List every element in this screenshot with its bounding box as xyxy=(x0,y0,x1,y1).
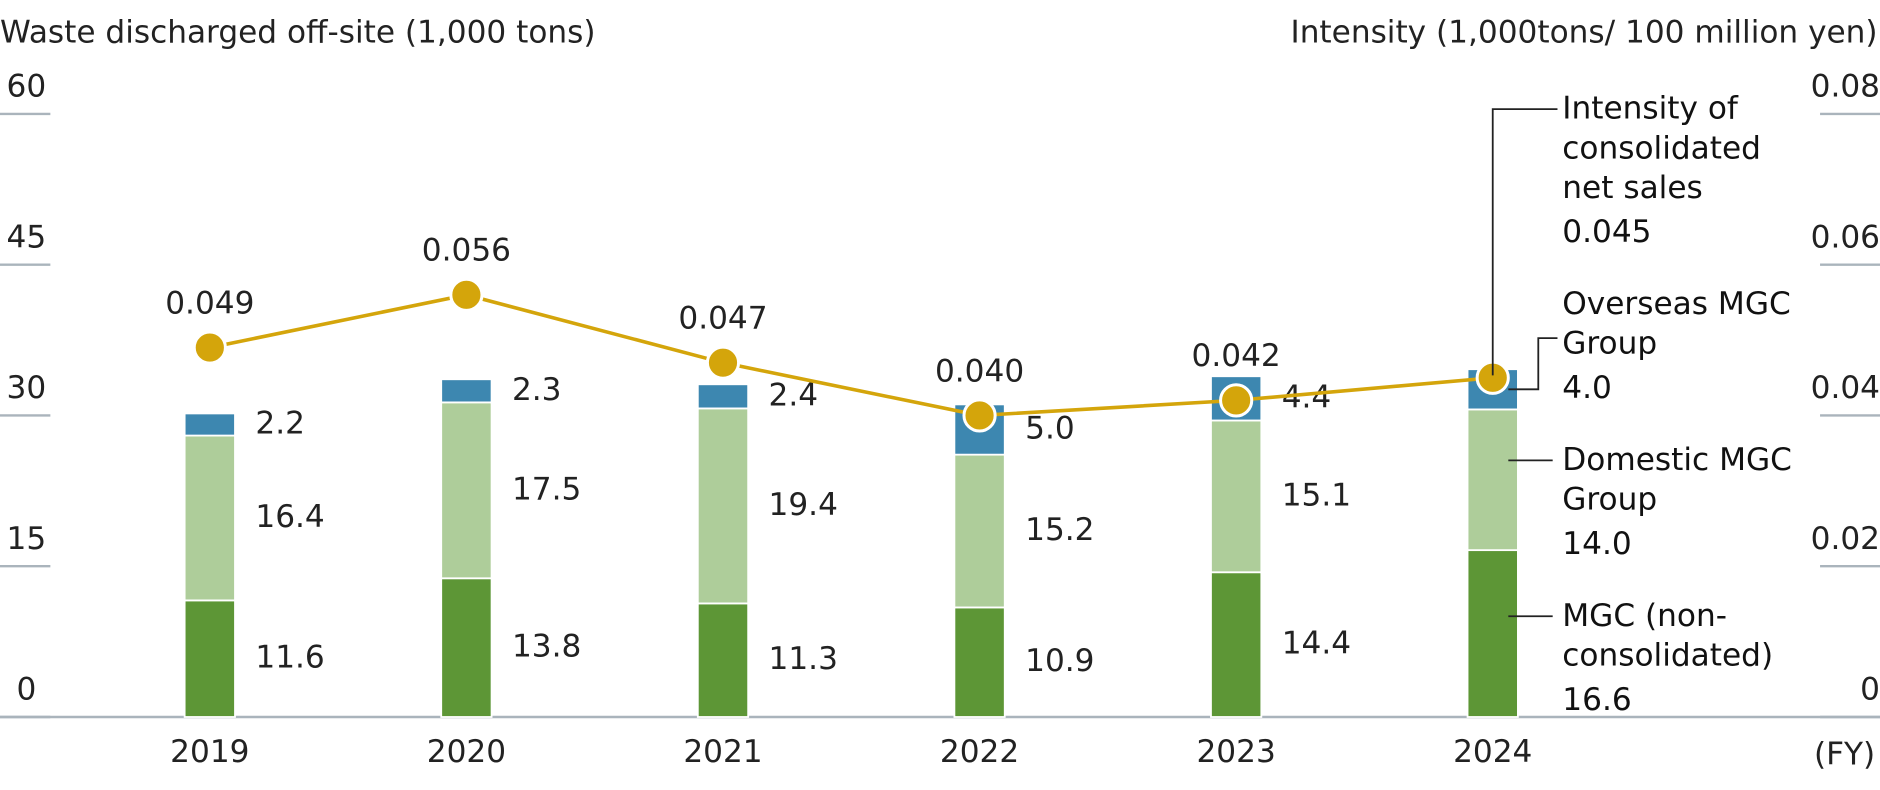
x-tick-label: 2023 xyxy=(1196,734,1275,770)
y2-tick-label: 0.02 xyxy=(1811,521,1880,557)
value-label: 0.049 xyxy=(165,285,254,321)
x-unit: (FY) xyxy=(1814,736,1875,772)
y-axis-title: Waste discharged off-site (1,000 tons) xyxy=(0,15,596,51)
bar-segment xyxy=(440,577,493,718)
bar-segment xyxy=(953,606,1006,718)
y2-tick-label: 0.04 xyxy=(1811,370,1880,406)
bar-segment xyxy=(696,602,750,718)
leader-line xyxy=(1508,337,1558,391)
line-point xyxy=(1219,383,1254,418)
value-label: 15.1 xyxy=(1282,477,1351,513)
y-tick-label: 15 xyxy=(7,521,47,557)
y2-tick-label: 0.06 xyxy=(1811,219,1880,255)
value-label: 0.040 xyxy=(935,353,1024,389)
value-label: 16.4 xyxy=(255,499,324,535)
y2-tick-label: 0.08 xyxy=(1811,69,1880,105)
x-tick-label: 2020 xyxy=(427,734,506,770)
bar-segment xyxy=(183,434,236,602)
value-label: 2.4 xyxy=(769,377,819,413)
bar-segment xyxy=(440,378,493,404)
bar-segment xyxy=(696,407,750,605)
bar-segment xyxy=(953,453,1006,609)
x-tick-label: 2024 xyxy=(1453,734,1532,770)
value-label: 19.4 xyxy=(769,487,838,523)
leader-line xyxy=(1491,108,1558,376)
value-label: 10.9 xyxy=(1025,643,1094,679)
legend-value: 0.045 xyxy=(1562,214,1652,251)
y-tick-label: 45 xyxy=(7,219,47,255)
value-label: 2.2 xyxy=(255,405,305,441)
legend-label: Overseas MGC Group xyxy=(1562,286,1791,363)
bar-segment xyxy=(183,599,236,718)
y2-tick-label: 0 xyxy=(1860,672,1880,708)
legend-label: Domestic MGC Group xyxy=(1562,442,1792,518)
legend-value: 14.0 xyxy=(1562,526,1632,563)
line-point xyxy=(192,330,227,365)
bar-segment xyxy=(1210,571,1263,718)
line xyxy=(209,292,1493,418)
value-label: 0.042 xyxy=(1192,338,1281,374)
bar-segment xyxy=(696,383,750,410)
y2-axis-title: Intensity (1,000tons/ 100 million yen) xyxy=(1291,15,1878,51)
value-label: 14.4 xyxy=(1282,626,1351,662)
value-label: 17.5 xyxy=(512,471,581,507)
value-label: 0.056 xyxy=(422,233,511,269)
line-point xyxy=(449,277,484,312)
value-label: 2.3 xyxy=(512,372,562,408)
value-label: 13.8 xyxy=(512,629,581,665)
bar-segment xyxy=(440,401,493,580)
legend-value: 16.6 xyxy=(1562,682,1632,719)
bar-segment xyxy=(183,412,236,437)
value-label: 11.6 xyxy=(255,640,324,676)
line-point xyxy=(705,345,741,380)
y-tick-label: 30 xyxy=(7,370,47,406)
value-label: 11.3 xyxy=(769,641,838,677)
legend-value: 4.0 xyxy=(1562,370,1612,407)
line-point xyxy=(962,398,997,433)
value-label: 5.0 xyxy=(1025,411,1075,447)
bar-segment xyxy=(1466,549,1519,718)
legend-label: MGC (non-consolidated) xyxy=(1562,598,1774,674)
y-tick-label: 60 xyxy=(7,69,47,105)
y-tick-label: 0 xyxy=(16,672,36,708)
x-tick-label: 2019 xyxy=(170,734,249,770)
x-tick-label: 2022 xyxy=(940,734,1019,770)
value-label: 0.047 xyxy=(678,301,767,337)
bar-segment xyxy=(1210,419,1263,574)
x-tick-label: 2021 xyxy=(683,734,762,770)
legend-label: Intensity of consolidated net sales xyxy=(1562,91,1761,207)
value-label: 15.2 xyxy=(1025,512,1094,548)
bar-segment xyxy=(1466,408,1519,552)
